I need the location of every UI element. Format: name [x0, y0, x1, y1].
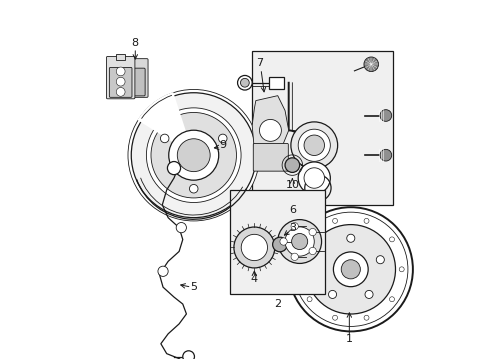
Circle shape: [346, 234, 354, 242]
Circle shape: [233, 227, 274, 268]
Circle shape: [131, 93, 256, 218]
Circle shape: [183, 351, 194, 360]
Circle shape: [168, 130, 218, 180]
Circle shape: [116, 87, 125, 96]
Circle shape: [237, 76, 252, 90]
Circle shape: [379, 149, 391, 161]
FancyBboxPatch shape: [106, 57, 135, 99]
Circle shape: [290, 253, 298, 260]
Circle shape: [279, 238, 286, 245]
Text: 4: 4: [250, 274, 257, 284]
Text: 3: 3: [288, 222, 295, 233]
Text: 6: 6: [288, 205, 295, 215]
Circle shape: [158, 266, 168, 276]
Circle shape: [151, 112, 236, 198]
Circle shape: [333, 252, 367, 287]
Circle shape: [189, 184, 198, 193]
FancyBboxPatch shape: [268, 77, 283, 89]
Circle shape: [332, 315, 337, 320]
Circle shape: [398, 267, 404, 272]
Text: 2: 2: [274, 299, 281, 309]
Circle shape: [167, 162, 180, 175]
Text: 9: 9: [219, 140, 226, 150]
Circle shape: [317, 256, 325, 264]
Text: 7: 7: [255, 58, 263, 68]
Polygon shape: [252, 96, 288, 165]
Circle shape: [308, 229, 316, 236]
Text: 5: 5: [190, 282, 197, 292]
FancyBboxPatch shape: [128, 68, 145, 96]
Circle shape: [259, 120, 281, 141]
Circle shape: [375, 256, 384, 264]
Circle shape: [328, 291, 336, 298]
Circle shape: [218, 134, 226, 143]
Circle shape: [288, 207, 412, 332]
Text: 8: 8: [131, 38, 139, 48]
Circle shape: [291, 234, 307, 249]
Circle shape: [297, 267, 302, 272]
Circle shape: [290, 222, 298, 230]
Wedge shape: [137, 92, 193, 155]
Circle shape: [285, 227, 314, 256]
Circle shape: [305, 225, 395, 314]
Circle shape: [379, 110, 391, 121]
Bar: [252, 51, 392, 205]
Circle shape: [241, 234, 267, 261]
Circle shape: [389, 237, 394, 242]
Circle shape: [128, 89, 259, 221]
Circle shape: [363, 315, 368, 320]
Text: 1: 1: [345, 334, 352, 344]
Circle shape: [306, 297, 311, 302]
Circle shape: [389, 297, 394, 302]
Circle shape: [298, 129, 330, 161]
Circle shape: [146, 108, 241, 203]
Bar: [230, 190, 325, 294]
FancyBboxPatch shape: [125, 59, 148, 97]
Text: 10: 10: [285, 180, 299, 190]
Circle shape: [363, 219, 368, 223]
Circle shape: [332, 219, 337, 223]
FancyBboxPatch shape: [253, 143, 288, 171]
Circle shape: [160, 134, 169, 143]
Circle shape: [290, 122, 337, 168]
Circle shape: [363, 57, 378, 72]
FancyBboxPatch shape: [109, 67, 132, 97]
Circle shape: [341, 260, 360, 279]
Circle shape: [304, 135, 324, 156]
Circle shape: [364, 291, 372, 298]
Circle shape: [298, 162, 330, 194]
Bar: [116, 54, 125, 60]
Circle shape: [272, 237, 286, 252]
Circle shape: [177, 139, 210, 172]
Circle shape: [240, 78, 249, 87]
Circle shape: [116, 77, 125, 86]
Circle shape: [116, 67, 125, 76]
Circle shape: [277, 220, 321, 264]
Circle shape: [304, 168, 324, 188]
Circle shape: [285, 158, 299, 172]
Circle shape: [306, 237, 311, 242]
Circle shape: [308, 247, 316, 255]
Circle shape: [176, 222, 186, 233]
